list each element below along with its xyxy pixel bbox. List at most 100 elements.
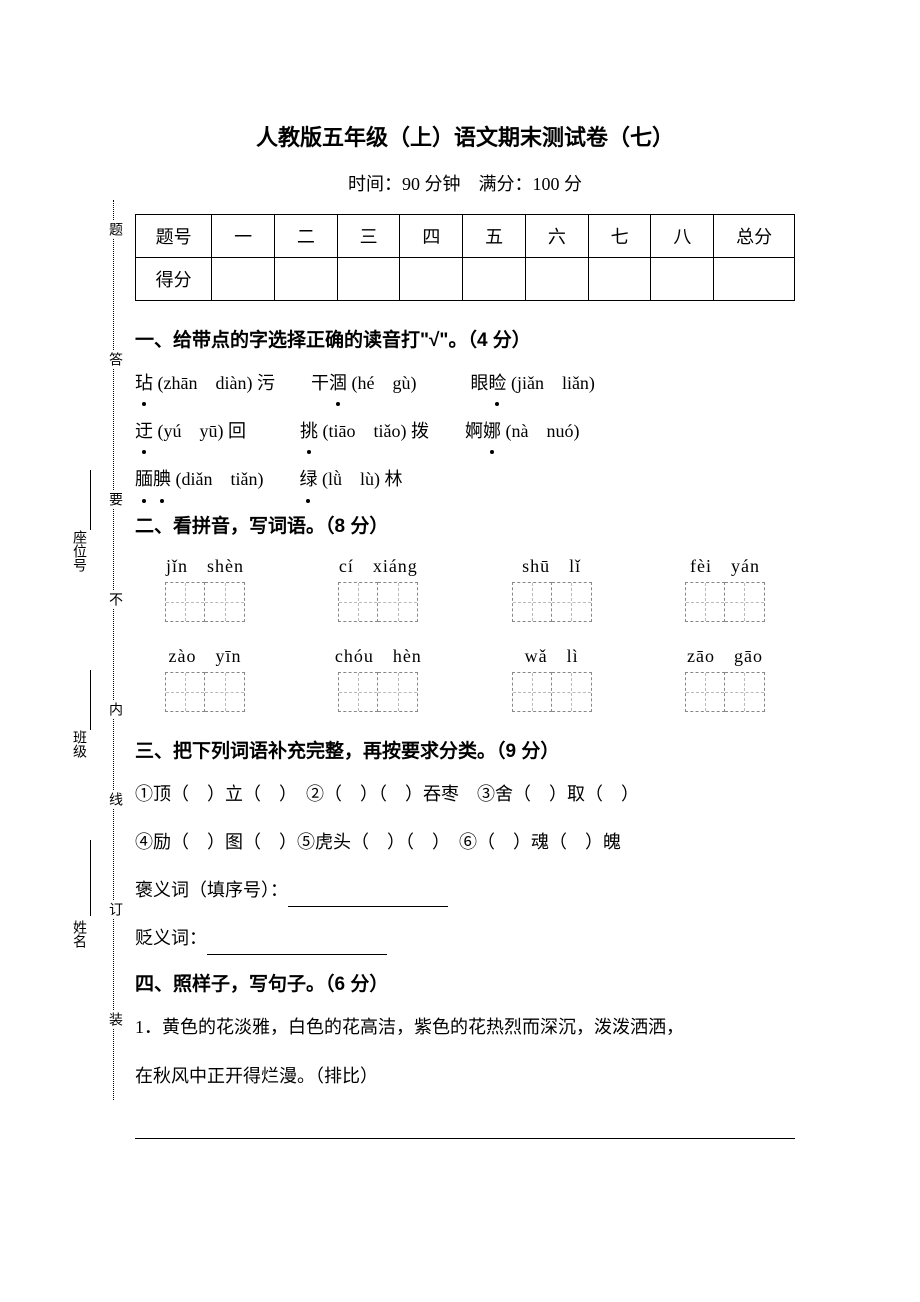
char-box: [512, 582, 552, 622]
section-3-blame: 贬义词：: [135, 921, 795, 955]
fill-blank: [207, 935, 387, 955]
score-cell: [274, 258, 337, 301]
col-1: 一: [212, 215, 275, 258]
form-line-name: [90, 840, 91, 916]
col-5: 五: [463, 215, 526, 258]
score-table: 题号 一 二 三 四 五 六 七 八 总分 得分: [135, 214, 795, 301]
char-box: [338, 582, 378, 622]
score-cell: [651, 258, 714, 301]
score-cell: [714, 258, 795, 301]
char-box: [338, 672, 378, 712]
col-4: 四: [400, 215, 463, 258]
row-label: 得分: [136, 258, 212, 301]
score-cell: [463, 258, 526, 301]
dotted-char: 玷: [135, 366, 153, 400]
char-box: [378, 582, 418, 622]
pinyin-text: zào yīn: [135, 642, 275, 668]
score-cell: [400, 258, 463, 301]
char-box: [512, 672, 552, 712]
margin-seg-6: 订: [104, 900, 124, 918]
page-content: 人教版五年级（上）语文期末测试卷（七） 时间：90 分钟 满分：100 分 题号…: [135, 120, 795, 1139]
form-line-class: [90, 670, 91, 730]
page-subtitle: 时间：90 分钟 满分：100 分: [135, 170, 795, 196]
char-boxes: [482, 582, 622, 622]
pinyin-group: shū lǐ: [482, 552, 622, 638]
dotted-char: 迂: [135, 414, 153, 448]
pinyin-text: jǐn shèn: [135, 552, 275, 578]
form-label-class: 班级: [68, 730, 88, 758]
char-boxes: [482, 672, 622, 712]
pinyin-text: cí xiáng: [308, 552, 448, 578]
section-2-heading: 二、看拼音，写词语。（8 分）: [135, 511, 795, 538]
col-8: 八: [651, 215, 714, 258]
margin-seg-5: 线: [104, 790, 124, 808]
char-boxes: [135, 582, 275, 622]
char-box: [725, 582, 765, 622]
col-6: 六: [525, 215, 588, 258]
score-cell: [588, 258, 651, 301]
char-box: [165, 582, 205, 622]
score-cell: [525, 258, 588, 301]
pinyin-text: zāo gāo: [655, 642, 795, 668]
pinyin-group: cí xiáng: [308, 552, 448, 638]
section-1-line-3: 腼腆 (diǎn tiǎn) 绿 (lǜ lù) 林: [135, 462, 795, 496]
pinyin-group: zāo gāo: [655, 642, 795, 728]
binding-margin: 题 答 要 不 内 线 订 装 座位号 班级 姓名: [68, 200, 120, 1100]
table-row: 得分: [136, 258, 795, 301]
dotted-char: 挑: [300, 414, 318, 448]
section-4-line-1: 1．黄色的花淡雅，白色的花高洁，紫色的花热烈而深沉，泼泼洒洒，: [135, 1010, 795, 1044]
char-box: [552, 582, 592, 622]
table-row: 题号 一 二 三 四 五 六 七 八 总分: [136, 215, 795, 258]
dotted-char: 娜: [483, 414, 501, 448]
margin-seg-7: 装: [104, 1010, 124, 1028]
dotted-char: 涸: [329, 366, 347, 400]
section-1-line-1: 玷 (zhān diàn) 污 干涸 (hé gù) 眼睑 (jiǎn liǎn…: [135, 366, 795, 400]
dotted-line: [113, 200, 114, 1100]
char-box: [165, 672, 205, 712]
form-line-seat: [90, 470, 91, 530]
char-box: [205, 582, 245, 622]
col-total: 总分: [714, 215, 795, 258]
page-title: 人教版五年级（上）语文期末测试卷（七）: [135, 120, 795, 152]
col-2: 二: [274, 215, 337, 258]
pinyin-row: zào yīn chóu hèn wǎ lì zāo gāo: [135, 642, 795, 728]
char-boxes: [135, 672, 275, 712]
section-1-heading: 一、给带点的字选择正确的读音打"√"。（4 分）: [135, 325, 795, 352]
margin-seg-1: 答: [104, 350, 124, 368]
pinyin-group: wǎ lì: [482, 642, 622, 728]
section-3-praise: 褒义词（填序号）：: [135, 873, 795, 907]
char-box: [378, 672, 418, 712]
score-cell: [212, 258, 275, 301]
col-3: 三: [337, 215, 400, 258]
char-boxes: [655, 672, 795, 712]
row-label: 题号: [136, 215, 212, 258]
pinyin-group: jǐn shèn: [135, 552, 275, 638]
fill-blank: [288, 887, 448, 907]
col-7: 七: [588, 215, 651, 258]
dotted-char: 睑: [488, 366, 506, 400]
section-4-heading: 四、照样子，写句子。（6 分）: [135, 969, 795, 996]
char-box: [552, 672, 592, 712]
pinyin-text: wǎ lì: [482, 642, 622, 668]
section-3-heading: 三、把下列词语补充完整，再按要求分类。（9 分）: [135, 736, 795, 763]
pinyin-section: jǐn shèn cí xiáng shū lǐ fèi yán zào yīn: [135, 552, 795, 728]
pinyin-group: zào yīn: [135, 642, 275, 728]
dotted-char: 绿: [299, 462, 317, 496]
pinyin-text: chóu hèn: [308, 642, 448, 668]
section-3-line-1: ①顶（ ）立（ ） ②（ ）（ ）吞枣 ③舍（ ）取（ ）: [135, 777, 795, 811]
char-box: [685, 582, 725, 622]
pinyin-group: chóu hèn: [308, 642, 448, 728]
section-1-line-2: 迂 (yú yū) 回 挑 (tiāo tiǎo) 拨 婀娜 (nà nuó): [135, 414, 795, 448]
dotted-char: 腆: [153, 462, 171, 496]
pinyin-text: fèi yán: [655, 552, 795, 578]
char-box: [725, 672, 765, 712]
char-boxes: [655, 582, 795, 622]
char-box: [205, 672, 245, 712]
score-cell: [337, 258, 400, 301]
char-boxes: [308, 582, 448, 622]
form-label-name: 姓名: [68, 920, 88, 948]
char-boxes: [308, 672, 448, 712]
section-3-line-2: ④励（ ）图（ ）⑤虎头（ ）（ ） ⑥（ ）魂（ ）魄: [135, 825, 795, 859]
pinyin-text: shū lǐ: [482, 552, 622, 578]
pinyin-row: jǐn shèn cí xiáng shū lǐ fèi yán: [135, 552, 795, 638]
